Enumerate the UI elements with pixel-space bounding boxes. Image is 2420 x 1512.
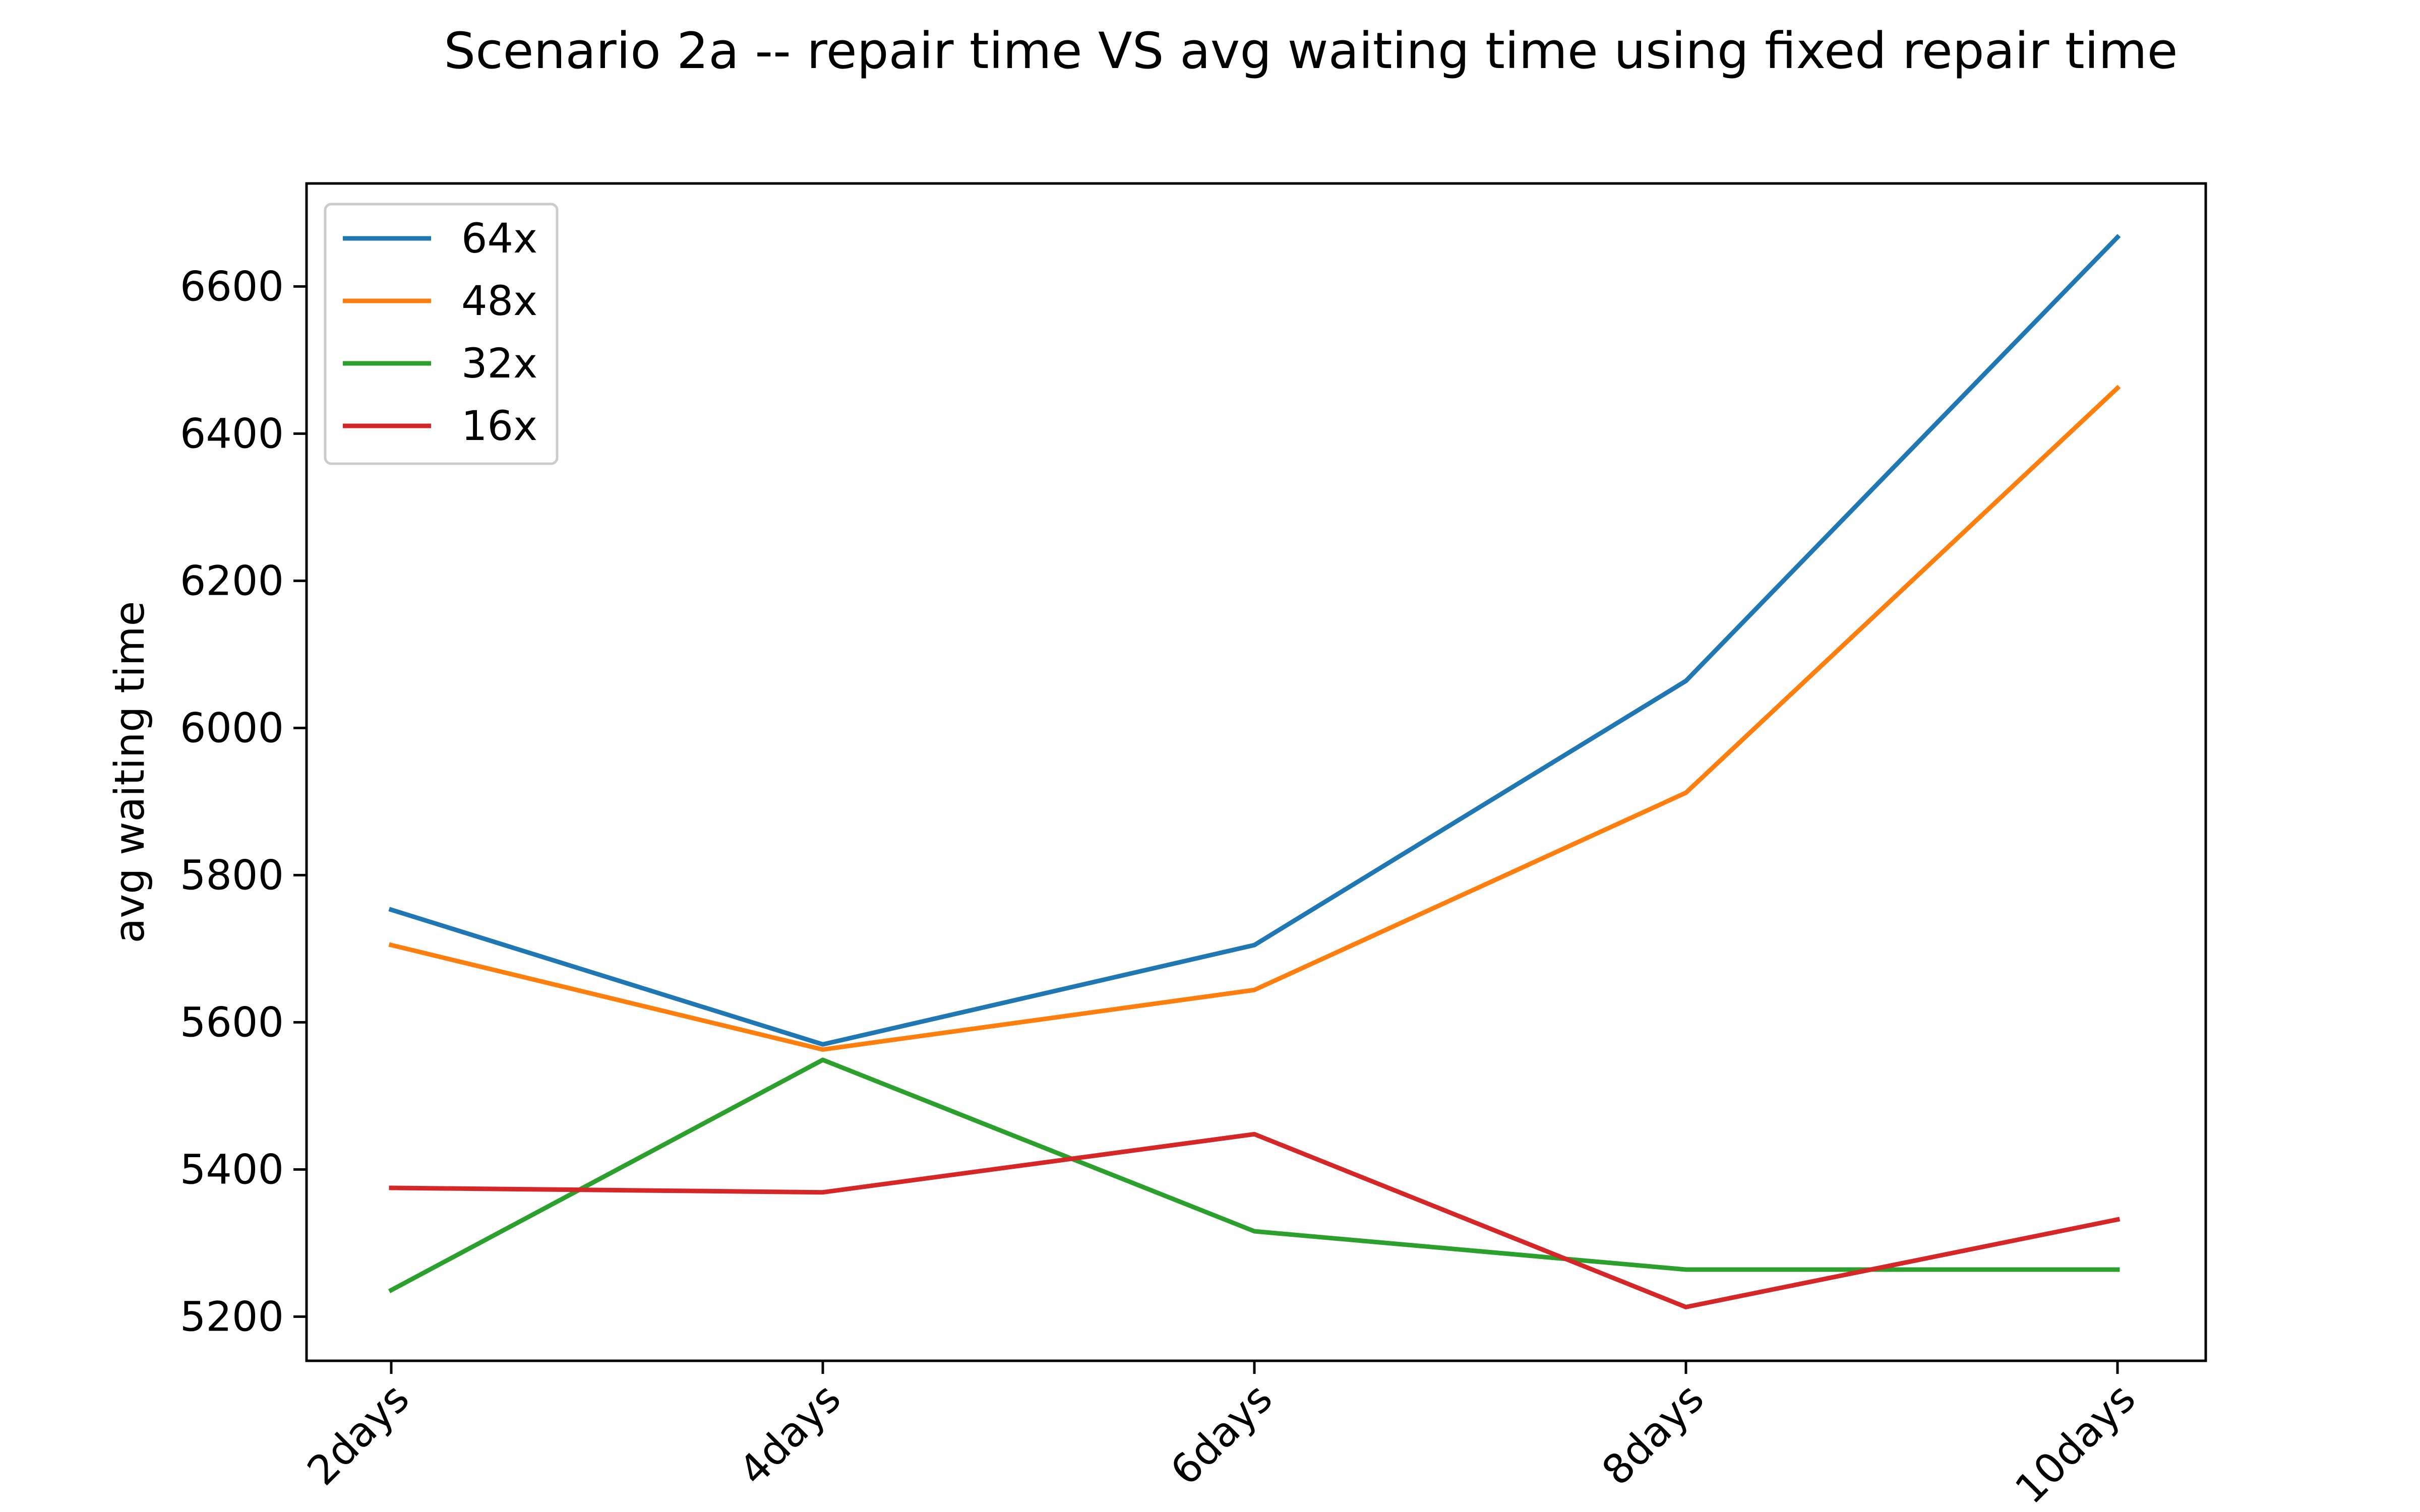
y-axis: 5200 5400 5600 5800 6000 6200 6400 6600 [180, 263, 307, 1341]
x-tick-label: 10days [2007, 1375, 2145, 1512]
series-line-32x [388, 1057, 2120, 1293]
y-tick-label: 6600 [180, 263, 284, 310]
legend-box [324, 203, 559, 465]
y-tick-label: 6400 [180, 410, 284, 458]
series-line-64x [388, 234, 2121, 1047]
series-line-48x [388, 385, 2121, 1052]
legend-label-32x: 32x [461, 340, 537, 388]
x-axis: 2days 4days 6days 8days 10days [298, 1361, 2145, 1512]
chart-title: Scenario 2a -- repair time VS avg waitin… [444, 22, 2177, 80]
legend: 64x 48x 32x 16x [324, 203, 559, 465]
y-tick-label: 6200 [180, 557, 284, 605]
legend-label-48x: 48x [461, 278, 537, 325]
x-tick-label: 6days [1162, 1375, 1282, 1495]
legend-label-64x: 64x [461, 215, 537, 263]
x-tick-label: 4days [730, 1375, 850, 1495]
y-tick-label: 5800 [180, 852, 284, 899]
series-layer [388, 234, 2121, 1309]
y-tick-label: 5600 [180, 999, 284, 1046]
legend-label-16x: 16x [461, 403, 537, 450]
y-tick-label: 5200 [180, 1293, 284, 1341]
y-tick-label: 5400 [180, 1146, 284, 1193]
series-line-16x [389, 1131, 2121, 1309]
y-axis-label: avg waiting time [106, 601, 154, 943]
x-tick-label: 2days [298, 1375, 418, 1495]
y-tick-label: 6000 [180, 705, 284, 752]
x-tick-label: 8days [1593, 1375, 1713, 1495]
plot-area [305, 182, 2207, 1362]
